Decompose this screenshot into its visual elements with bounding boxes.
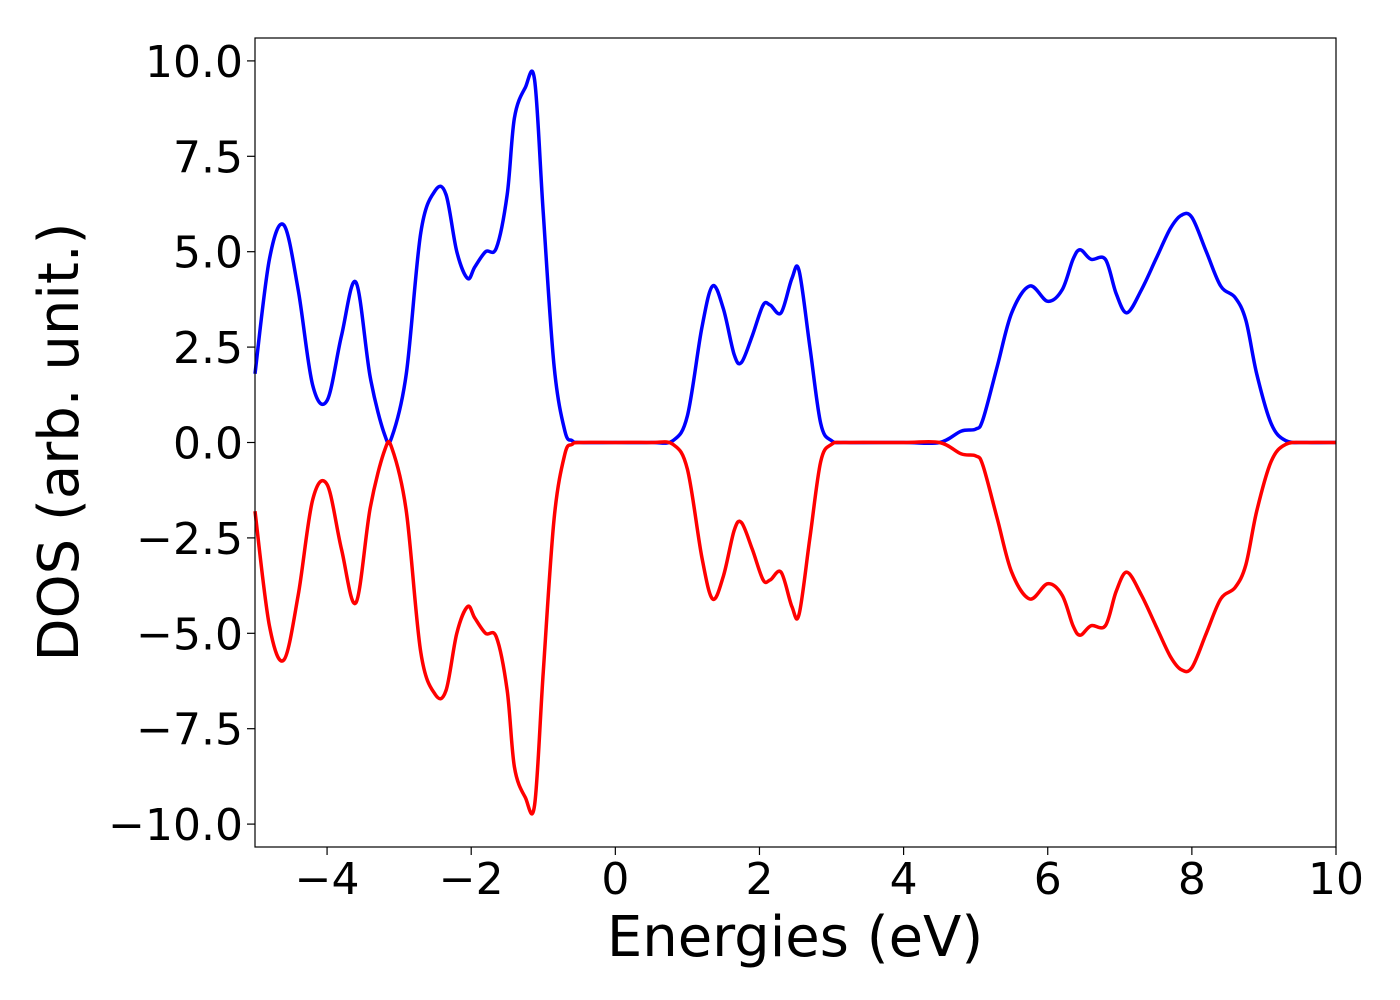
- x-tick-label: 10: [1308, 854, 1364, 905]
- x-tick-label: 0: [601, 854, 629, 905]
- y-tick-label: −5.0: [136, 609, 243, 660]
- series-line-1: [253, 69, 1337, 446]
- x-tick-label: 8: [1178, 854, 1206, 905]
- y-tick-label: 10.0: [145, 37, 243, 88]
- x-tick-label: 4: [890, 854, 918, 905]
- y-tick-label: 5.0: [173, 228, 243, 279]
- plot-frame: [254, 37, 1337, 848]
- y-tick-label: −10.0: [108, 800, 243, 851]
- series-layer: [253, 69, 1337, 816]
- y-tick-label: 2.5: [173, 323, 243, 374]
- y-tick-label: 7.5: [173, 132, 243, 183]
- y-tick-label: −7.5: [136, 705, 243, 756]
- y-axis-label: DOS (arb. unit.): [27, 222, 92, 661]
- y-axis: 10.0 7.5 5.0 2.5 0.0 −2.5 −5.0 −7.5 −10.0: [108, 37, 255, 851]
- x-axis-label: Energies (eV): [607, 905, 983, 970]
- x-axis: −4 −2 0 2 4 6 8 10: [295, 847, 1364, 905]
- x-tick-label: −4: [295, 854, 360, 905]
- x-tick-label: 6: [1034, 854, 1062, 905]
- y-tick-label: −2.5: [136, 514, 243, 565]
- y-tick-label: 0.0: [173, 419, 243, 470]
- series-line-2: [253, 439, 1337, 816]
- x-tick-label: −2: [439, 854, 504, 905]
- x-tick-label: 2: [745, 854, 773, 905]
